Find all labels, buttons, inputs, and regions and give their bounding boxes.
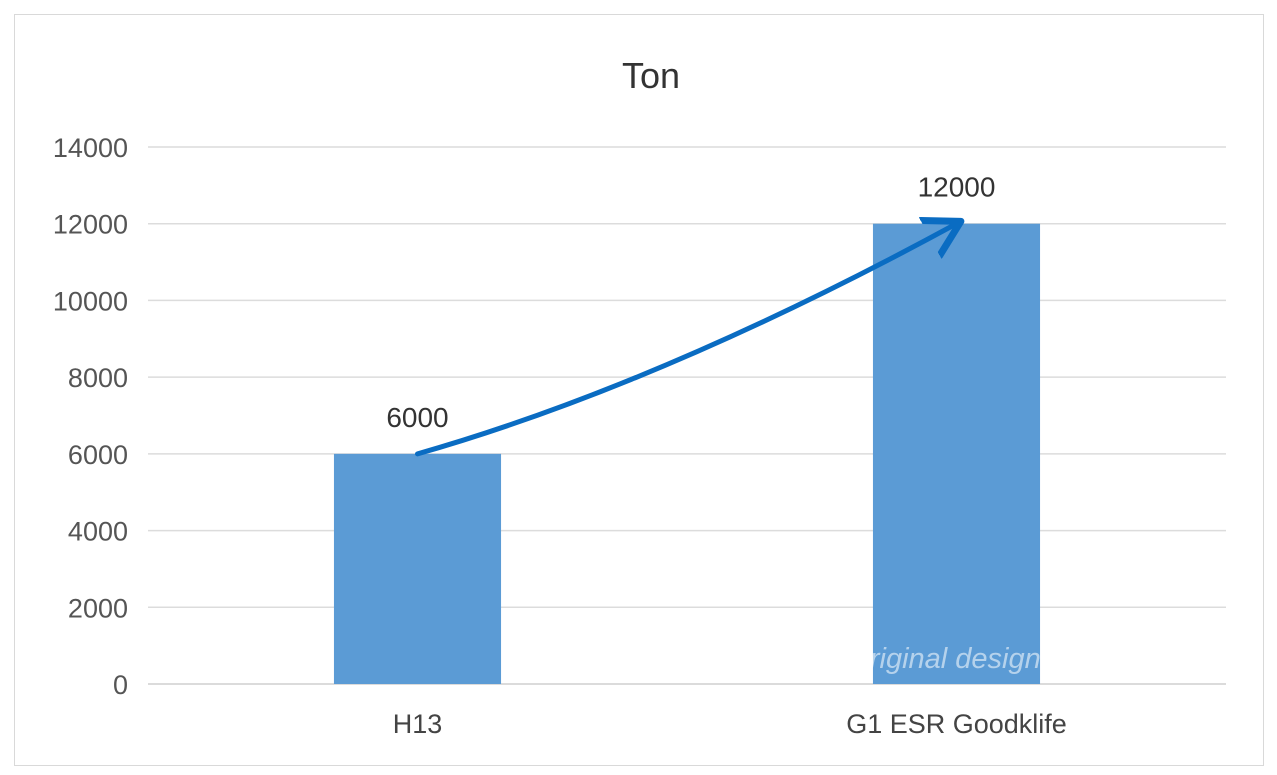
x-axis-categories: H13 G1 ESR Goodklife xyxy=(393,709,1067,739)
y-tick-label: 10000 xyxy=(53,286,128,316)
watermark: @original design by Goodklife xyxy=(824,643,1210,675)
x-category-label: G1 ESR Goodklife xyxy=(846,709,1067,739)
chart-frame xyxy=(14,14,1264,766)
y-tick-label: 8000 xyxy=(68,363,128,393)
data-labels: 6000 12000 xyxy=(386,172,995,433)
y-tick-label: 0 xyxy=(113,670,128,700)
bar xyxy=(333,453,502,684)
x-category-label: H13 xyxy=(393,709,443,739)
y-tick-label: 12000 xyxy=(53,210,128,240)
gridlines xyxy=(148,146,1226,685)
y-tick-label: 4000 xyxy=(68,517,128,547)
data-label: 12000 xyxy=(918,172,996,203)
y-axis-ticks: 0 2000 4000 6000 8000 10000 12000 14000 xyxy=(53,133,128,700)
y-tick-label: 14000 xyxy=(53,133,128,163)
y-tick-label: 2000 xyxy=(68,593,128,623)
growth-arrow xyxy=(415,224,957,457)
growth-arrow-line xyxy=(415,224,957,457)
chart-title: Ton xyxy=(622,55,680,96)
y-tick-label: 6000 xyxy=(68,440,128,470)
bar xyxy=(872,223,1041,684)
data-label: 6000 xyxy=(386,402,448,433)
bars xyxy=(333,223,1041,684)
